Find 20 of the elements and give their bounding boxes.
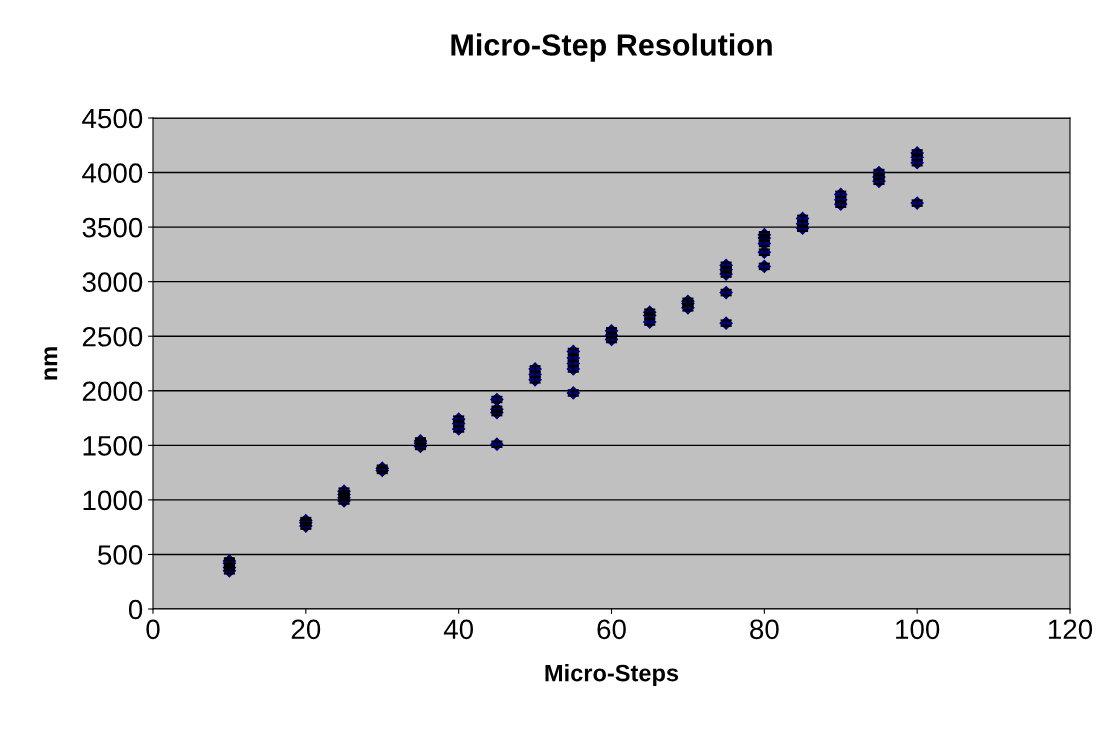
y-tick-label: 2000 [82,381,143,402]
chart-title: Micro-Step Resolution [451,33,772,62]
x-tick-label: 100 [896,619,940,640]
y-tick-label: 1500 [83,436,143,456]
y-tick-label: 4000 [82,163,143,183]
y-tick-label: 1000 [83,490,143,511]
x-tick-label: 40 [443,619,474,640]
x-tick-label: 0 [146,619,160,640]
y-tick-label: 2500 [82,326,143,347]
x-tick-label: 120 [1048,619,1093,640]
x-axis-title: Micro-Steps [545,664,679,687]
x-tick-label: 60 [597,619,626,640]
x-tick-label: 80 [750,619,779,640]
y-tick-label: 0 [128,599,143,620]
y-axis-title: nm [44,347,58,380]
y-tick-label: 3500 [82,217,143,238]
x-tick-label: 20 [291,619,321,640]
y-tick-label: 4500 [82,108,143,129]
y-tick-label: 500 [98,545,143,565]
y-tick-label: 3000 [82,272,143,293]
